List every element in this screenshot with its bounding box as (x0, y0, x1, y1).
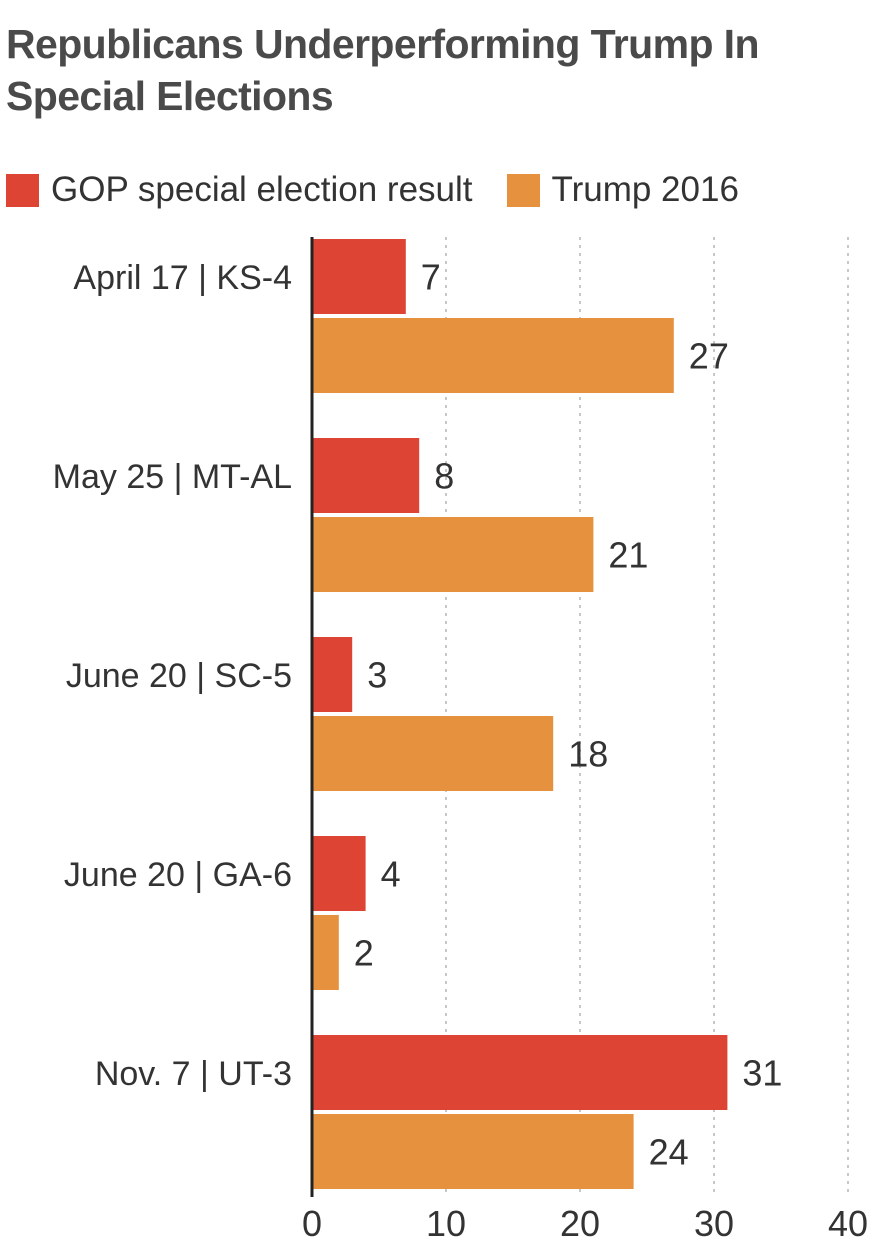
value-label-trump-3: 2 (354, 933, 374, 974)
legend-swatch-trump (506, 173, 540, 207)
x-tick-label-30: 30 (694, 1203, 734, 1244)
value-label-gop-2: 3 (367, 655, 387, 696)
chart-title: Republicans Underperforming Trump In Spe… (6, 18, 866, 122)
bar-trump-4 (312, 1114, 634, 1189)
bar-trump-3 (312, 915, 339, 990)
legend-label-gop: GOP special election result (51, 170, 473, 209)
value-label-trump-1: 21 (608, 535, 648, 576)
bar-gop-2 (312, 637, 353, 712)
x-tick-label-10: 10 (426, 1203, 466, 1244)
value-label-gop-3: 4 (381, 854, 401, 895)
category-label-0: April 17 | KS-4 (73, 259, 292, 297)
value-label-gop-1: 8 (434, 456, 454, 497)
bar-gop-4 (312, 1035, 728, 1110)
category-label-1: May 25 | MT-AL (53, 458, 292, 496)
legend-item-gop: GOP special election result (6, 170, 473, 210)
value-label-gop-0: 7 (421, 257, 441, 298)
x-tick-label-0: 0 (302, 1203, 322, 1244)
chart-title-line-1: Republicans Underperforming Trump In (6, 21, 760, 67)
category-label-2: June 20 | SC-5 (66, 657, 292, 695)
bar-gop-3 (312, 836, 366, 911)
bar-trump-2 (312, 716, 554, 791)
chart-title-line-2: Special Elections (6, 73, 334, 119)
value-label-trump-4: 24 (649, 1132, 689, 1173)
value-label-gop-4: 31 (742, 1053, 782, 1094)
bar-trump-0 (312, 318, 674, 393)
legend: GOP special election result Trump 2016 (6, 166, 773, 214)
category-label-4: Nov. 7 | UT-3 (95, 1055, 292, 1093)
legend-item-trump: Trump 2016 (506, 170, 739, 210)
bar-trump-1 (312, 517, 594, 592)
category-label-3: June 20 | GA-6 (64, 856, 292, 894)
legend-label-trump: Trump 2016 (551, 170, 739, 209)
bar-gop-1 (312, 438, 420, 513)
legend-swatch-gop (6, 173, 39, 207)
value-label-trump-0: 27 (689, 336, 729, 377)
x-tick-label-40: 40 (828, 1203, 868, 1244)
bar-gop-0 (312, 239, 406, 314)
x-tick-label-20: 20 (560, 1203, 600, 1244)
value-label-trump-2: 18 (568, 734, 608, 775)
